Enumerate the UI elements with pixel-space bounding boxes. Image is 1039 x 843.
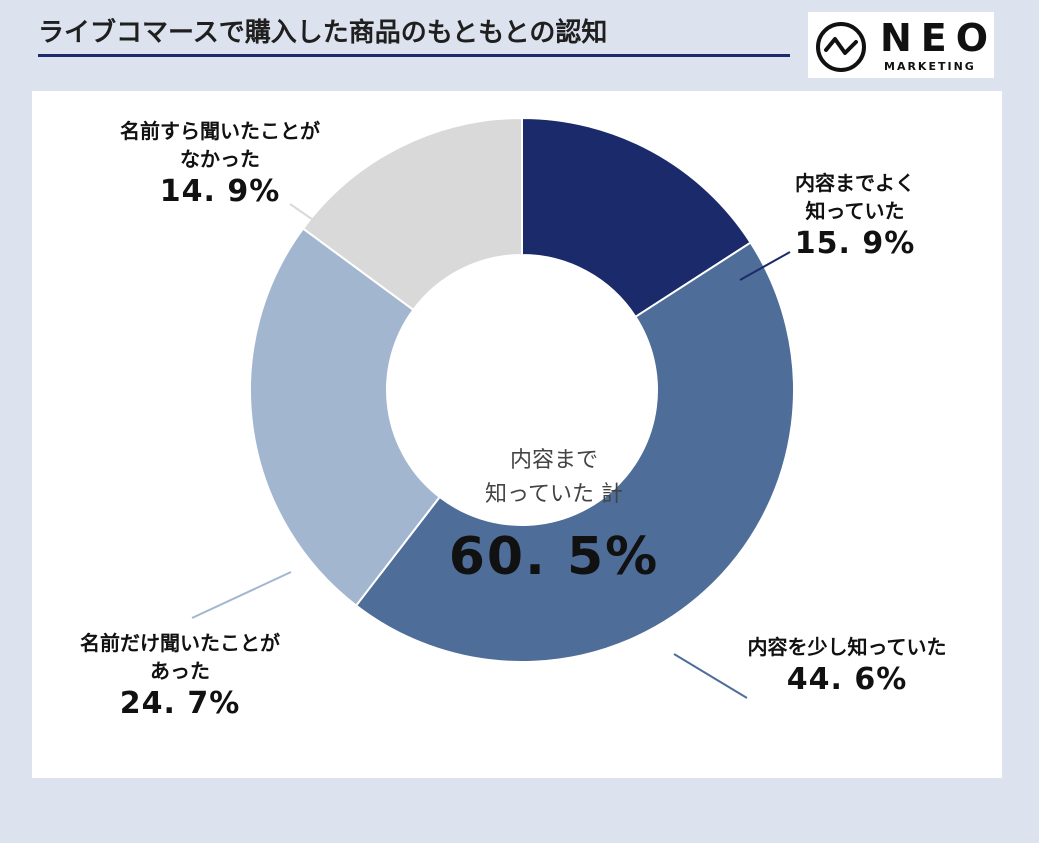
leader-line-slice-0 <box>739 251 791 281</box>
slice-label-1-text: 内容を少し知っていた <box>747 635 947 659</box>
slice-label-1: 内容を少し知っていた 44. 6% <box>697 633 997 699</box>
slice-label-1-percent: 44. 6% <box>786 662 908 697</box>
slice-label-0-percent: 15. 9% <box>794 226 916 261</box>
title-underline <box>38 54 790 57</box>
leader-line-slice-2 <box>191 571 292 619</box>
center-summary: 内容まで 知っていた 計 60. 5% <box>422 444 686 592</box>
slice-label-2: 名前だけ聞いたことが あった 24. 7% <box>40 629 320 723</box>
neo-marketing-logo: NEO MARKETING <box>808 12 994 78</box>
logo-circle-icon <box>816 22 866 72</box>
slice-label-3-percent: 14. 9% <box>159 174 281 209</box>
slice-label-0: 内容までよく 知っていた 15. 9% <box>750 169 960 263</box>
leader-line-slice-1 <box>673 653 748 699</box>
donut-slice-3 <box>301 116 523 312</box>
page-title: ライブコマースで購入した商品のもともとの認知 <box>38 18 608 48</box>
donut-slice-2 <box>249 227 442 607</box>
slice-label-0-text: 内容までよく 知っていた <box>795 171 915 223</box>
logo-wordmark: NEO <box>880 16 998 60</box>
donut-slice-0 <box>521 116 752 319</box>
donut-chart <box>191 116 795 699</box>
center-summary-label: 内容まで 知っていた 計 <box>485 448 623 507</box>
logo-subtext: MARKETING <box>884 60 976 73</box>
chart-panel: 内容までよく 知っていた 15. 9% 内容を少し知っていた 44. 6% 名前だ… <box>32 91 1002 778</box>
leader-line-slice-3 <box>289 203 336 236</box>
slice-label-2-percent: 24. 7% <box>119 686 241 721</box>
slice-label-3-text: 名前すら聞いたことが なかった <box>120 119 320 171</box>
slice-label-3: 名前すら聞いたことが なかった 14. 9% <box>80 117 360 211</box>
donut-slice-1 <box>354 241 795 663</box>
slice-label-2-text: 名前だけ聞いたことが あった <box>80 631 280 683</box>
center-summary-value: 60. 5% <box>448 527 660 587</box>
